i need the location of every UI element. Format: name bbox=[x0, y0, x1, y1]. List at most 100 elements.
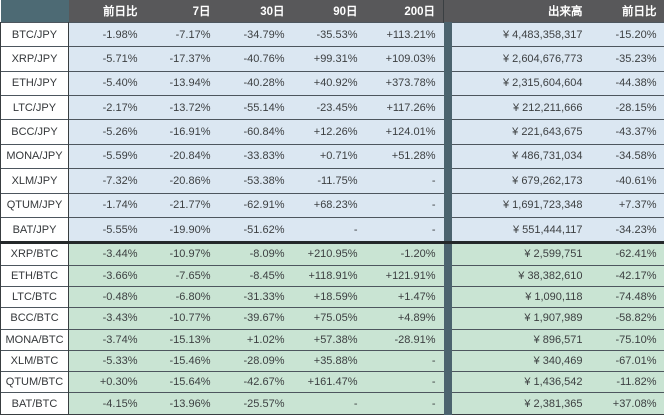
change-200d-cell: +121.91% bbox=[365, 264, 444, 287]
change-200d-cell: - bbox=[365, 168, 444, 194]
table-header: 前日比 7日 30日 90日 200日 出来高 前日比 bbox=[0, 0, 664, 23]
table-row-xrp-btc: XRP/BTC -3.44% -10.97% -8.09% +210.95% -1.20%… bbox=[0, 242, 664, 266]
pair-cell: BCC/JPY bbox=[0, 119, 69, 145]
day-change-cell: -3.66% bbox=[68, 264, 146, 287]
section-separator-bar bbox=[443, 192, 452, 218]
change-90d-cell: - bbox=[292, 216, 366, 245]
change-90d-cell: +40.92% bbox=[292, 70, 366, 96]
table-row-mona-btc: MONA/BTC -3.74% -15.13% +1.02% +57.38% -28.91… bbox=[0, 328, 664, 351]
day-change-cell: -5.59% bbox=[68, 143, 146, 169]
day-change-cell: -7.32% bbox=[68, 168, 146, 194]
change-200d-cell: - bbox=[365, 371, 444, 393]
change-90d-cell: +68.23% bbox=[292, 192, 366, 218]
volume-day-change-cell: -62.41% bbox=[590, 242, 664, 266]
volume-cell: ¥ 1,907,989 bbox=[451, 307, 591, 330]
day-change-cell: -5.40% bbox=[68, 70, 146, 96]
change-90d-cell: -11.75% bbox=[292, 168, 366, 194]
volume-day-change-cell: -34.58% bbox=[590, 143, 664, 169]
pair-cell: LTC/BTC bbox=[0, 285, 69, 308]
change-200d-cell: - bbox=[365, 392, 444, 415]
pair-cell: LTC/JPY bbox=[0, 95, 69, 120]
day-change-cell: -4.15% bbox=[68, 392, 146, 415]
pair-cell: XRP/BTC bbox=[0, 242, 69, 266]
volume-cell: ¥ 4,483,358,317 bbox=[451, 21, 591, 47]
volume-cell: ¥ 1,691,723,348 bbox=[451, 192, 591, 218]
table-row-eth-jpy: ETH/JPY -5.40% -13.94% -40.28% +40.92% +373.7… bbox=[0, 70, 664, 96]
change-7d-cell: -15.13% bbox=[145, 328, 219, 351]
section-separator-bar bbox=[443, 371, 452, 393]
table-row-ltc-btc: LTC/BTC -0.48% -6.80% -31.33% +18.59% +1.47% ¥… bbox=[0, 285, 664, 308]
day-change-cell: -5.33% bbox=[68, 349, 146, 372]
change-30d-cell: -60.84% bbox=[218, 119, 293, 145]
pair-cell: BTC/JPY bbox=[0, 21, 69, 47]
change-90d-cell: +118.91% bbox=[292, 264, 366, 287]
section-separator-bar bbox=[443, 21, 452, 47]
change-7d-cell: -16.91% bbox=[145, 119, 219, 145]
change-90d-cell: -35.53% bbox=[292, 21, 366, 47]
change-30d-cell: -42.67% bbox=[218, 371, 293, 393]
pair-cell: XLM/BTC bbox=[0, 349, 69, 372]
volume-day-change-cell: -74.48% bbox=[590, 285, 664, 308]
change-200d-cell: +373.78% bbox=[365, 70, 444, 96]
change-90d-cell: +18.59% bbox=[292, 285, 366, 308]
table-row-ltc-jpy: LTC/JPY -2.17% -13.72% -55.14% -23.45% +117.2… bbox=[0, 95, 664, 120]
section-separator-bar bbox=[443, 168, 452, 194]
pair-cell: MONA/JPY bbox=[0, 143, 69, 169]
section-separator-bar bbox=[443, 307, 452, 330]
column-header-volume: 出来高 bbox=[451, 0, 591, 23]
pair-cell: ETH/JPY bbox=[0, 70, 69, 96]
change-90d-cell: +0.71% bbox=[292, 143, 366, 169]
change-7d-cell: -10.97% bbox=[145, 242, 219, 266]
change-30d-cell: -62.91% bbox=[218, 192, 293, 218]
table-row-bat-btc: BAT/BTC -4.15% -13.96% -25.57% - - ¥ 2,381,365… bbox=[0, 392, 664, 415]
change-30d-cell: +1.02% bbox=[218, 328, 293, 351]
change-7d-cell: -13.94% bbox=[145, 70, 219, 96]
change-90d-cell: +161.47% bbox=[292, 371, 366, 393]
day-change-cell: -3.74% bbox=[68, 328, 146, 351]
change-200d-cell: +4.89% bbox=[365, 307, 444, 330]
pair-cell: BAT/JPY bbox=[0, 216, 69, 245]
volume-cell: ¥ 896,571 bbox=[451, 328, 591, 351]
change-200d-cell: +51.28% bbox=[365, 143, 444, 169]
pair-cell: ETH/BTC bbox=[0, 264, 69, 287]
change-200d-cell: -28.91% bbox=[365, 328, 444, 351]
table-row-bcc-btc: BCC/BTC -3.43% -10.77% -39.67% +75.05% +4.89%… bbox=[0, 307, 664, 330]
volume-day-change-cell: -40.61% bbox=[590, 168, 664, 194]
day-change-cell: -2.17% bbox=[68, 95, 146, 120]
column-header-7d: 7日 bbox=[145, 0, 219, 23]
day-change-cell: -5.55% bbox=[68, 216, 146, 245]
pair-cell: XLM/JPY bbox=[0, 168, 69, 194]
section-separator-bar bbox=[443, 216, 452, 245]
volume-cell: ¥ 1,436,542 bbox=[451, 371, 591, 393]
change-7d-cell: -7.65% bbox=[145, 264, 219, 287]
change-7d-cell: -7.17% bbox=[145, 21, 219, 47]
column-header-volume-day-change: 前日比 bbox=[590, 0, 664, 23]
pair-cell: QTUM/JPY bbox=[0, 192, 69, 218]
change-7d-cell: -17.37% bbox=[145, 46, 219, 72]
section-separator-bar bbox=[443, 392, 452, 415]
change-7d-cell: -20.86% bbox=[145, 168, 219, 194]
change-30d-cell: -51.62% bbox=[218, 216, 293, 245]
change-90d-cell: +75.05% bbox=[292, 307, 366, 330]
volume-cell: ¥ 340,469 bbox=[451, 349, 591, 372]
table-row-qtum-jpy: QTUM/JPY -1.74% -21.77% -62.91% +68.23% - ¥ 1,… bbox=[0, 192, 664, 218]
change-90d-cell: - bbox=[292, 392, 366, 415]
change-7d-cell: -15.64% bbox=[145, 371, 219, 393]
change-30d-cell: -40.28% bbox=[218, 70, 293, 96]
change-7d-cell: -13.96% bbox=[145, 392, 219, 415]
change-90d-cell: +210.95% bbox=[292, 242, 366, 266]
volume-cell: ¥ 2,381,365 bbox=[451, 392, 591, 415]
pair-cell: BCC/BTC bbox=[0, 307, 69, 330]
day-change-cell: -0.48% bbox=[68, 285, 146, 308]
section-separator-bar bbox=[443, 349, 452, 372]
day-change-cell: -5.71% bbox=[68, 46, 146, 72]
column-header-90d: 90日 bbox=[292, 0, 366, 23]
section-separator-bar bbox=[443, 119, 452, 145]
change-30d-cell: -31.33% bbox=[218, 285, 293, 308]
table-row-qtum-btc: QTUM/BTC +0.30% -15.64% -42.67% +161.47% - ¥ 1… bbox=[0, 371, 664, 393]
pair-cell: QTUM/BTC bbox=[0, 371, 69, 393]
change-90d-cell: +35.88% bbox=[292, 349, 366, 372]
volume-day-change-cell: -15.20% bbox=[590, 21, 664, 47]
change-90d-cell: +57.38% bbox=[292, 328, 366, 351]
volume-day-change-cell: -58.82% bbox=[590, 307, 664, 330]
